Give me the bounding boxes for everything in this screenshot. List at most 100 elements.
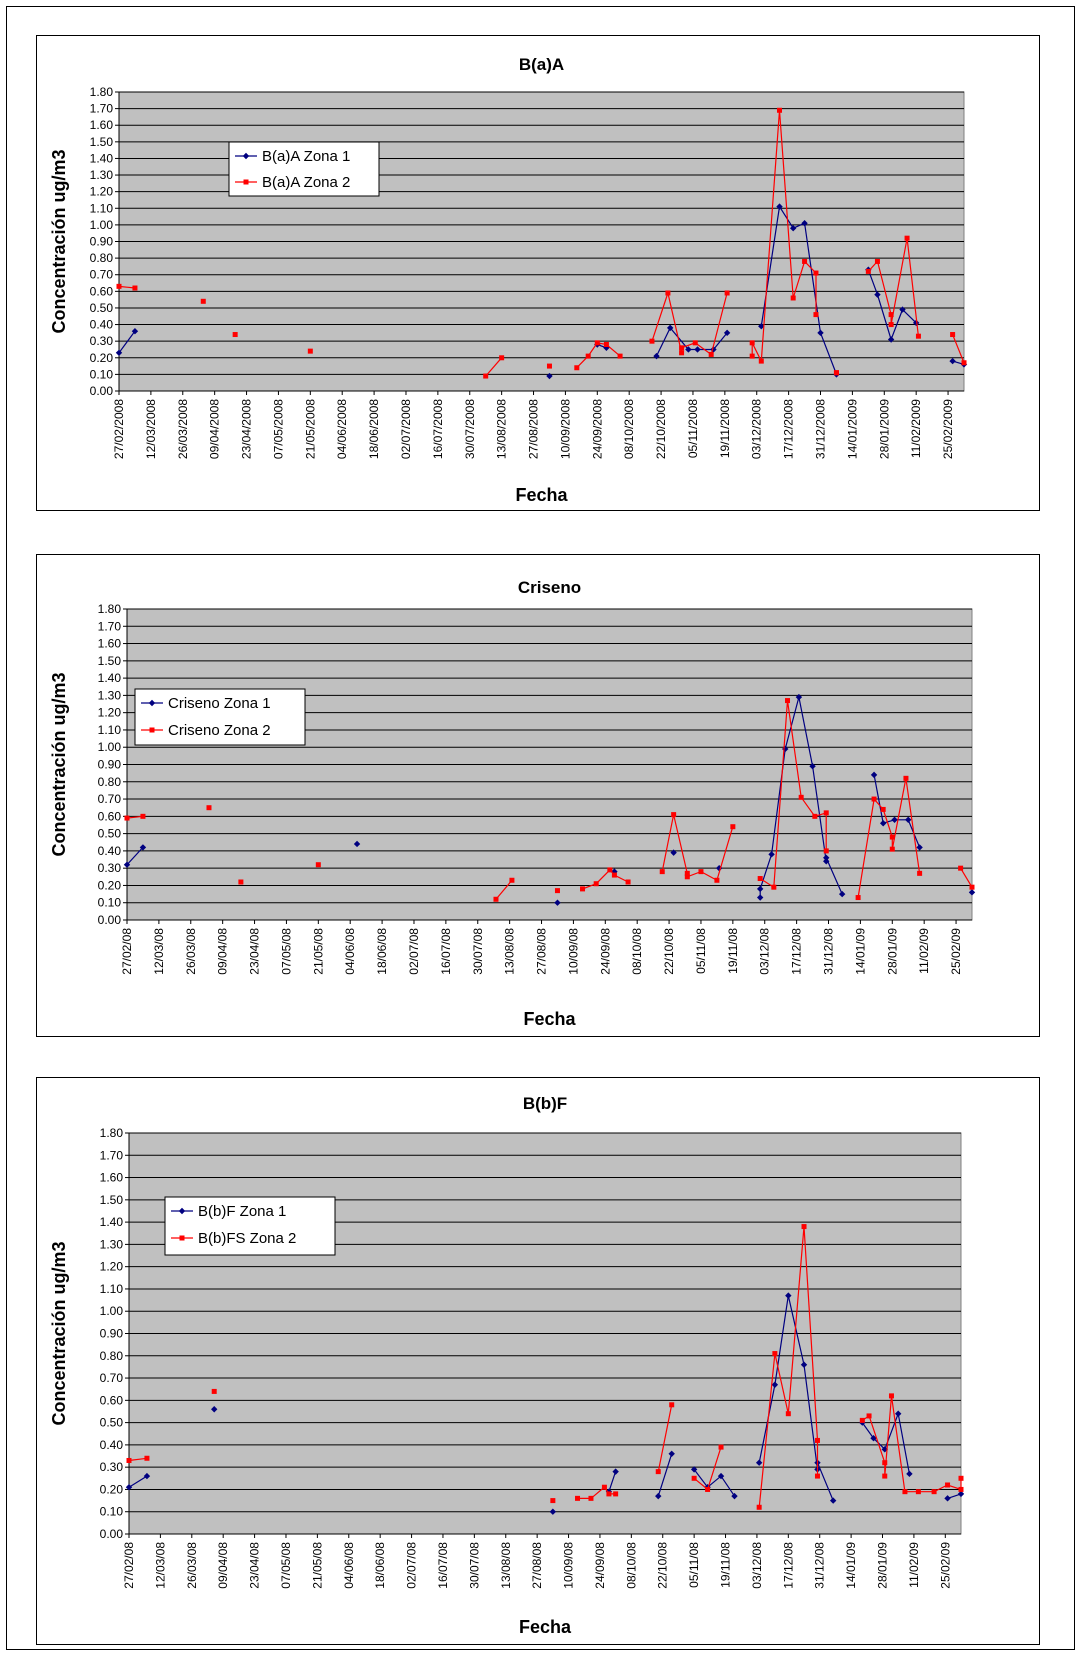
data-point bbox=[749, 353, 755, 359]
x-tick-label: 26/03/08 bbox=[184, 928, 198, 975]
data-point bbox=[649, 338, 655, 344]
data-point bbox=[606, 1491, 612, 1497]
y-tick-label: 1.60 bbox=[90, 118, 114, 132]
y-tick-label: 1.80 bbox=[98, 602, 122, 616]
x-tick-label: 13/08/08 bbox=[503, 928, 517, 975]
data-point bbox=[903, 775, 909, 781]
y-tick-label: 0.60 bbox=[90, 284, 114, 298]
data-point bbox=[812, 813, 818, 819]
y-tick-label: 0.00 bbox=[90, 384, 114, 398]
y-tick-label: 0.90 bbox=[90, 235, 114, 249]
data-point bbox=[714, 877, 720, 883]
x-tick-label: 22/10/2008 bbox=[654, 399, 668, 459]
data-point bbox=[813, 270, 819, 276]
data-point bbox=[718, 1444, 724, 1450]
y-tick-label: 1.30 bbox=[90, 168, 114, 182]
x-tick-label: 23/04/08 bbox=[248, 1542, 262, 1589]
data-point bbox=[777, 107, 783, 113]
data-point bbox=[888, 312, 894, 318]
data-point bbox=[814, 1437, 820, 1443]
data-point bbox=[756, 894, 764, 901]
series-line bbox=[657, 1453, 673, 1497]
x-tick-label: 09/04/08 bbox=[216, 928, 230, 975]
data-point bbox=[554, 888, 560, 894]
data-point bbox=[789, 225, 797, 232]
data-point bbox=[232, 332, 238, 338]
x-tick-label: 24/09/08 bbox=[593, 1542, 607, 1589]
x-tick-label: 18/06/08 bbox=[375, 928, 389, 975]
series-line bbox=[960, 867, 973, 888]
data-point bbox=[802, 258, 808, 264]
y-axis-label: Concentración ug/m3 bbox=[49, 672, 69, 856]
data-point bbox=[550, 1498, 556, 1504]
x-tick-label: 30/07/08 bbox=[471, 928, 485, 975]
legend-marker bbox=[149, 727, 155, 733]
x-tick-label: 22/10/08 bbox=[662, 928, 676, 975]
x-tick-label: 31/12/08 bbox=[822, 928, 836, 975]
y-tick-label: 1.20 bbox=[98, 706, 122, 720]
x-tick-label: 27/08/08 bbox=[530, 1542, 544, 1589]
x-tick-label: 04/06/2008 bbox=[335, 399, 349, 459]
data-point bbox=[865, 268, 871, 274]
y-tick-label: 0.80 bbox=[90, 251, 114, 265]
data-point bbox=[888, 322, 894, 328]
x-tick-label: 19/11/08 bbox=[726, 928, 740, 974]
data-point bbox=[874, 291, 881, 298]
data-point bbox=[881, 1446, 888, 1453]
data-point bbox=[813, 312, 819, 318]
y-tick-label: 0.60 bbox=[98, 809, 122, 823]
y-tick-label: 1.30 bbox=[98, 688, 122, 702]
x-tick-label: 19/11/08 bbox=[719, 1542, 733, 1588]
y-tick-label: 0.10 bbox=[98, 896, 122, 910]
data-point bbox=[871, 796, 877, 802]
x-tick-label: 10/09/2008 bbox=[558, 399, 572, 459]
x-tick-label: 27/02/08 bbox=[120, 928, 134, 975]
x-axis-label: Fecha bbox=[519, 1617, 572, 1637]
data-point bbox=[211, 1388, 217, 1394]
x-tick-label: 27/02/2008 bbox=[112, 399, 126, 459]
x-tick-label: 21/05/08 bbox=[311, 928, 325, 975]
y-tick-label: 0.90 bbox=[100, 1327, 124, 1341]
x-tick-label: 04/06/08 bbox=[343, 928, 357, 975]
data-point bbox=[785, 1292, 792, 1299]
y-tick-label: 1.60 bbox=[98, 637, 122, 651]
series-line bbox=[655, 326, 728, 357]
x-tick-label: 08/10/08 bbox=[624, 1542, 638, 1589]
x-tick-label: 16/07/08 bbox=[436, 1542, 450, 1589]
data-point bbox=[887, 336, 895, 343]
legend-label: B(a)A Zona 2 bbox=[262, 174, 350, 191]
data-point bbox=[691, 1475, 697, 1481]
x-tick-label: 16/07/08 bbox=[439, 928, 453, 975]
data-point bbox=[855, 895, 861, 901]
series-line bbox=[758, 1226, 819, 1508]
series-line bbox=[608, 1471, 617, 1492]
x-tick-label: 11/02/2009 bbox=[909, 399, 923, 458]
data-point bbox=[931, 1489, 937, 1495]
x-tick-label: 28/01/2009 bbox=[877, 399, 891, 459]
data-point bbox=[870, 771, 878, 779]
series-line bbox=[118, 330, 136, 354]
x-tick-label: 09/04/08 bbox=[216, 1542, 230, 1589]
data-point bbox=[575, 1495, 581, 1501]
data-point bbox=[139, 844, 147, 851]
data-point bbox=[694, 346, 701, 353]
data-point bbox=[814, 1473, 820, 1479]
y-tick-label: 1.80 bbox=[100, 1126, 124, 1140]
y-tick-label: 0.20 bbox=[90, 351, 114, 365]
data-point bbox=[724, 290, 730, 296]
data-point bbox=[315, 862, 321, 868]
data-point bbox=[749, 340, 755, 346]
x-tick-label: 21/05/08 bbox=[310, 1542, 324, 1589]
y-tick-label: 1.00 bbox=[100, 1304, 124, 1318]
data-point bbox=[625, 879, 631, 885]
chart-title: B(a)A bbox=[519, 55, 564, 74]
y-tick-label: 1.40 bbox=[98, 671, 122, 685]
x-tick-label: 30/07/08 bbox=[467, 1542, 481, 1589]
data-point bbox=[916, 844, 923, 851]
data-point bbox=[140, 813, 146, 819]
x-tick-label: 07/05/2008 bbox=[271, 399, 285, 459]
y-tick-label: 0.30 bbox=[100, 1460, 124, 1474]
data-point bbox=[708, 351, 714, 357]
data-point bbox=[574, 365, 580, 371]
data-point bbox=[917, 870, 923, 876]
